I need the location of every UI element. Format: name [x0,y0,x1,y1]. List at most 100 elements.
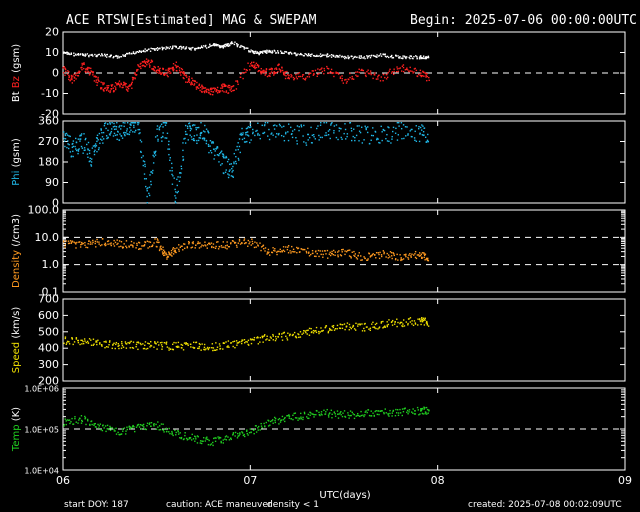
mag-point [222,85,224,88]
phi-point [320,122,322,124]
temp-point [133,426,135,428]
temp-point [302,418,304,421]
mag-point [192,79,194,82]
speed-point [372,321,374,323]
phi-point [283,125,285,128]
mag-point [175,61,178,63]
density-point [170,252,173,254]
speed-point [82,340,84,343]
density-point [393,254,395,257]
phi-point [242,132,244,134]
speed-point [198,342,201,345]
phi-point [225,156,228,159]
mag-point [116,57,119,59]
speed-ytick-label: 700 [38,293,59,306]
density-point [168,251,170,253]
density-point [285,246,287,248]
density-point [118,240,121,242]
temp-point [157,421,159,423]
density-point [118,246,120,248]
speed-point [232,345,234,348]
mag-point [189,47,191,50]
mag-point [245,69,247,71]
mag-point [129,84,131,86]
speed-point [185,342,187,344]
phi-point [118,126,120,128]
mag-point [398,57,401,59]
temp-point [137,423,140,426]
phi-point [107,129,109,132]
density-point [217,241,219,243]
mag-point [239,46,241,48]
mag-point [171,47,174,50]
phi-point [196,142,198,145]
density-point [420,253,422,256]
mag-point [64,74,66,76]
mag-point [425,56,428,58]
mag-point [304,79,307,81]
phi-point [83,147,86,149]
temp-point [205,438,207,440]
mag-point [385,56,388,58]
x-tick-label: 06 [56,474,70,487]
mag-point [281,52,283,54]
speed-point [105,345,108,348]
mag-point [314,69,317,72]
mag-point [245,71,247,73]
phi-ylabel: Phi (gsm) [11,138,22,186]
mag-point [97,78,99,80]
density-ytick-label: 10.0 [35,231,60,244]
density-point [337,255,339,258]
mag-point [130,52,133,55]
mag-point [187,80,190,82]
mag-point [216,89,218,92]
temp-point [334,415,337,417]
density-point [383,251,385,254]
density-point [89,241,92,243]
temp-point [188,436,191,439]
mag-point [223,84,226,86]
phi-point [200,122,202,124]
mag-point [145,49,148,52]
density-point [125,246,128,249]
temp-point [106,424,109,427]
mag-point [159,67,161,70]
temp-point [313,413,315,416]
density-point [419,255,422,257]
phi-point [235,162,237,165]
phi-point [107,123,109,125]
mag-point [107,86,109,89]
speed-point [339,327,342,330]
mag-ytick-label: 0 [52,67,59,80]
phi-point [66,146,68,149]
mag-point [167,70,169,72]
mag-point [135,52,137,54]
phi-point [210,152,213,154]
mag-point [318,55,320,57]
phi-ytick-label: 90 [45,176,59,189]
phi-point [103,122,106,125]
speed-point [108,341,111,343]
phi-point [180,167,183,170]
speed-point [409,321,412,323]
mag-point [389,56,392,58]
temp-point [339,412,341,414]
phi-point [160,136,163,139]
phi-point [235,155,237,158]
series-phi [62,122,430,204]
phi-point [95,145,98,147]
mag-point [275,67,277,69]
temp-point [242,434,245,437]
speed-point [211,343,214,345]
mag-point [386,55,389,58]
speed-point [245,340,247,343]
speed-point [223,342,226,344]
mag-point [178,67,181,69]
phi-point [387,126,389,128]
phi-point [77,152,79,155]
phi-point [205,140,208,142]
phi-point [72,140,75,142]
mag-point [116,83,118,85]
phi-point [411,136,413,138]
